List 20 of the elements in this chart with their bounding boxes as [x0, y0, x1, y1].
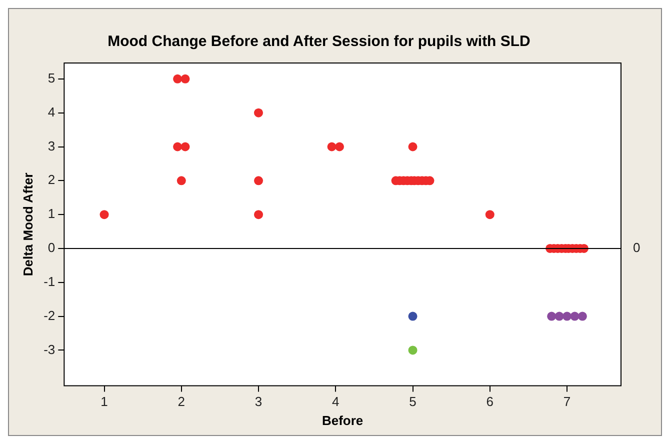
y-tick-label: 3	[48, 138, 56, 154]
y-tick-label: 4	[48, 104, 56, 120]
x-tick-label: 6	[486, 394, 494, 410]
y-tick-label: 5	[48, 70, 56, 86]
x-tick-label: 3	[254, 394, 262, 410]
x-tick-label: 5	[409, 394, 416, 410]
y-tick-label: -1	[44, 274, 56, 289]
y-tick-label: -2	[44, 308, 56, 323]
x-tick-label: 1	[100, 394, 108, 410]
y-tick-label: 1	[48, 206, 56, 222]
ref-line-label: 0	[633, 240, 640, 256]
y-tick-label: -3	[44, 342, 56, 357]
y-axis-title: Delta Mood After	[20, 172, 36, 276]
x-tick-label: 7	[563, 394, 571, 410]
y-tick-label: 0	[48, 240, 56, 256]
y-tick-label: 2	[48, 172, 56, 188]
x-tick-label: 4	[332, 394, 340, 410]
chart-title: Mood Change Before and After Session for pupils with SLD	[108, 33, 531, 50]
x-tick-label: 2	[178, 394, 186, 410]
x-axis-title: Before	[322, 412, 364, 428]
